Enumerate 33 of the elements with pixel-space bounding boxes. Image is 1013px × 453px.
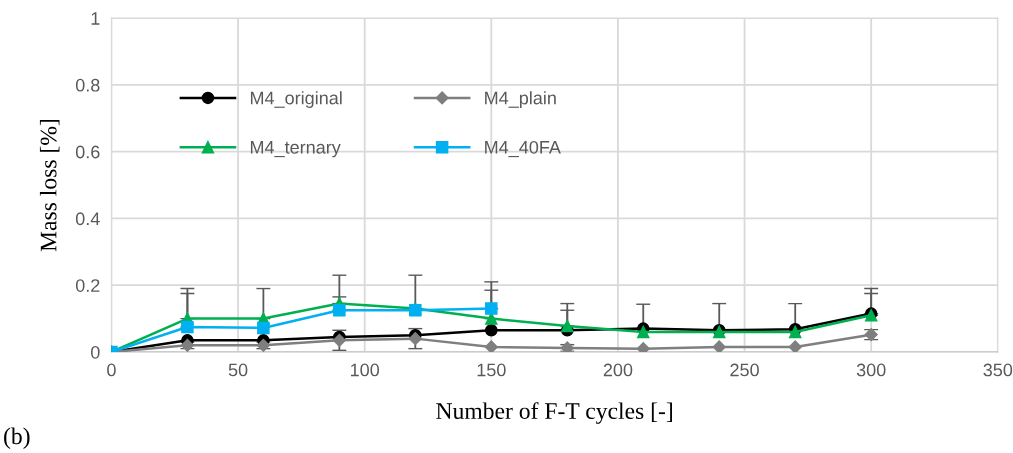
x-tick-label: 150	[477, 363, 506, 377]
x-tick-label: 250	[730, 363, 759, 377]
y-tick-label: 0.4	[75, 212, 100, 226]
point	[484, 340, 498, 352]
y-tick-label: 1	[91, 12, 100, 25]
point	[485, 324, 498, 337]
point	[257, 321, 270, 335]
point	[788, 340, 802, 352]
point	[636, 342, 650, 352]
text: (b)	[4, 427, 30, 449]
y-tick-label: 0.2	[75, 279, 100, 292]
point	[485, 302, 498, 315]
point	[181, 320, 194, 334]
legend-label: M4_original	[250, 91, 342, 108]
x-tick-label: 200	[603, 363, 633, 377]
x-tick-label: 50	[228, 363, 248, 377]
y-tick-label: 0.6	[75, 145, 100, 159]
point	[637, 325, 650, 339]
x-tick-label: 0	[107, 363, 116, 377]
y-axis-title: Mass loss [%]	[39, 119, 60, 252]
y-tick-label: 0	[90, 345, 100, 359]
point	[561, 319, 574, 333]
point	[408, 332, 422, 346]
x-tick-label: 100	[351, 363, 380, 377]
x-tick-label: 300	[856, 363, 886, 377]
legend-label: M4_ternary	[250, 141, 341, 158]
x-axis-title: Number of F-T cycles [-]	[436, 402, 672, 424]
point	[333, 303, 346, 317]
legend-label: M4_40FA	[485, 140, 561, 158]
x-tick-label: 350	[983, 363, 1013, 377]
legend-label: M4_plain	[485, 91, 556, 108]
point	[712, 340, 726, 352]
y-tick-label: 0.8	[75, 78, 100, 92]
